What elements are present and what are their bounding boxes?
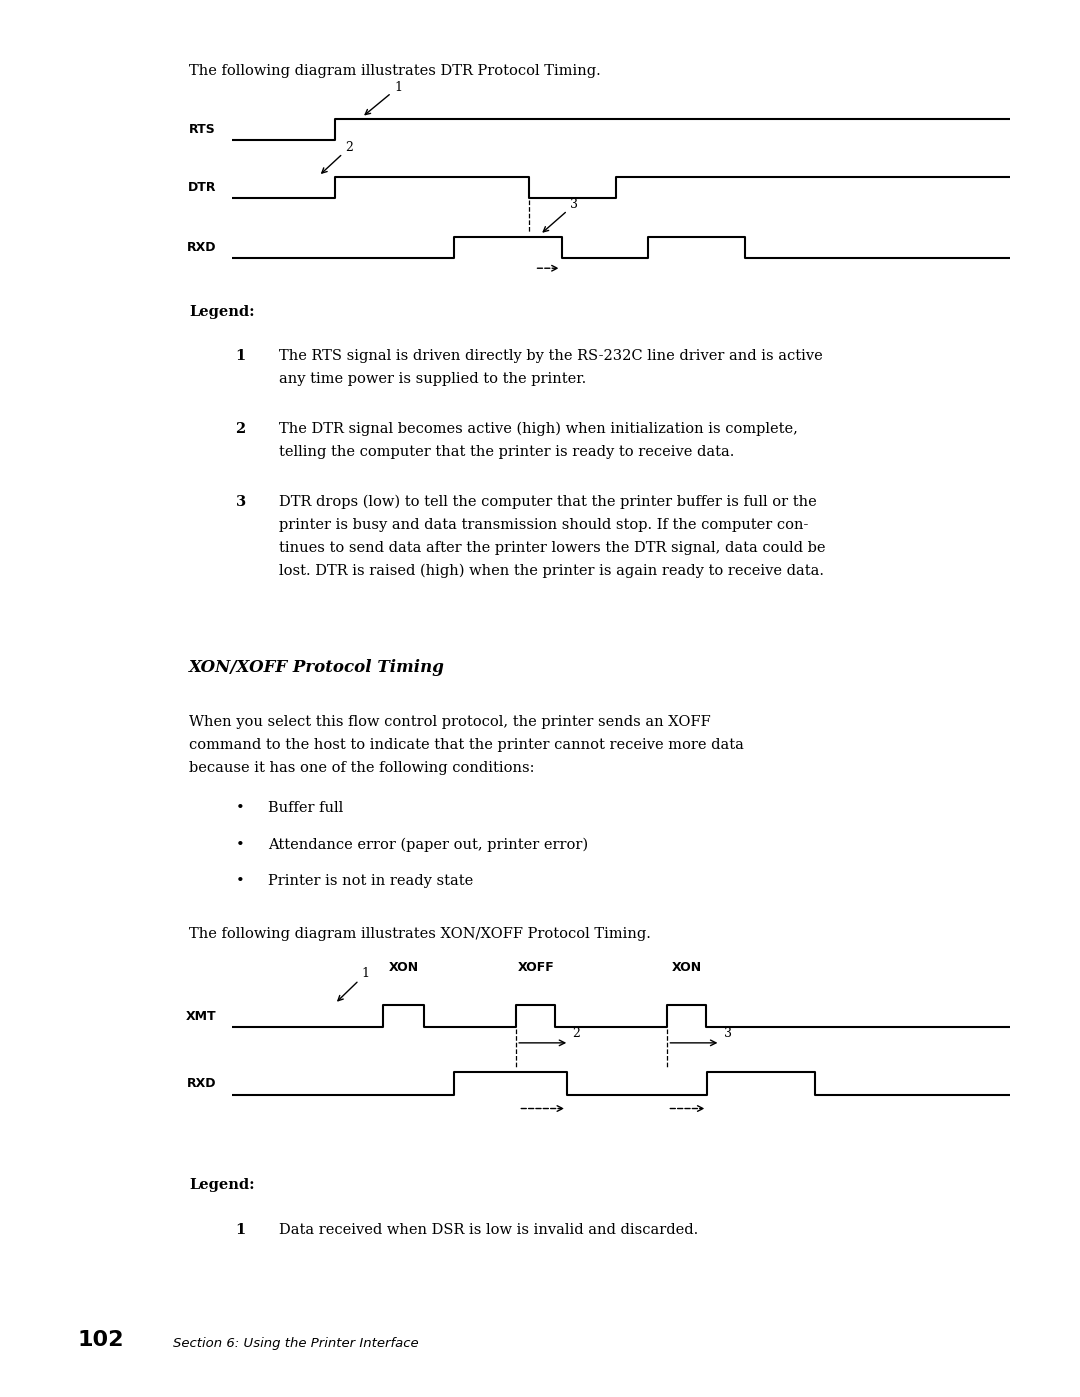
Text: RTS: RTS [189, 123, 216, 136]
Text: When you select this flow control protocol, the printer sends an XOFF: When you select this flow control protoc… [189, 715, 711, 729]
Text: any time power is supplied to the printer.: any time power is supplied to the printe… [279, 373, 585, 387]
Text: DTR: DTR [188, 182, 216, 194]
Text: command to the host to indicate that the printer cannot receive more data: command to the host to indicate that the… [189, 738, 744, 753]
Text: Attendance error (paper out, printer error): Attendance error (paper out, printer err… [268, 837, 588, 852]
Text: Legend:: Legend: [189, 305, 255, 319]
Text: 1: 1 [338, 967, 369, 1000]
Text: lost. DTR is raised (high) when the printer is again ready to receive data.: lost. DTR is raised (high) when the prin… [279, 564, 824, 578]
Text: printer is busy and data transmission should stop. If the computer con-: printer is busy and data transmission sh… [279, 518, 808, 532]
Text: Data received when DSR is low is invalid and discarded.: Data received when DSR is low is invalid… [279, 1224, 698, 1238]
Text: XOFF: XOFF [517, 961, 554, 975]
Text: telling the computer that the printer is ready to receive data.: telling the computer that the printer is… [279, 446, 734, 460]
Text: The following diagram illustrates DTR Protocol Timing.: The following diagram illustrates DTR Pr… [189, 64, 600, 78]
Text: 3: 3 [724, 1027, 731, 1039]
Text: •: • [235, 802, 244, 816]
Text: Printer is not in ready state: Printer is not in ready state [268, 875, 473, 888]
Text: XMT: XMT [186, 1010, 216, 1023]
Text: XON: XON [389, 961, 419, 975]
Text: Legend:: Legend: [189, 1178, 255, 1193]
Text: 1: 1 [365, 81, 402, 115]
Text: 3: 3 [543, 198, 578, 232]
Text: XON/XOFF Protocol Timing: XON/XOFF Protocol Timing [189, 659, 445, 676]
Text: because it has one of the following conditions:: because it has one of the following cond… [189, 761, 535, 775]
Text: RXD: RXD [187, 1077, 216, 1090]
Text: The DTR signal becomes active (high) when initialization is complete,: The DTR signal becomes active (high) whe… [279, 422, 797, 436]
Text: 1: 1 [235, 349, 245, 363]
Text: 2: 2 [572, 1027, 580, 1039]
Text: Section 6: Using the Printer Interface: Section 6: Using the Printer Interface [173, 1337, 418, 1350]
Text: •: • [235, 837, 244, 852]
Text: 2: 2 [322, 141, 353, 173]
Text: DTR drops (low) to tell the computer that the printer buffer is full or the: DTR drops (low) to tell the computer tha… [279, 495, 816, 509]
Text: XON: XON [672, 961, 702, 975]
Text: tinues to send data after the printer lowers the DTR signal, data could be: tinues to send data after the printer lo… [279, 541, 825, 555]
Text: 2: 2 [235, 422, 245, 436]
Text: RXD: RXD [187, 242, 216, 254]
Text: 1: 1 [235, 1224, 245, 1238]
Text: The following diagram illustrates XON/XOFF Protocol Timing.: The following diagram illustrates XON/XO… [189, 928, 651, 942]
Text: The RTS signal is driven directly by the RS-232C line driver and is active: The RTS signal is driven directly by the… [279, 349, 822, 363]
Text: Buffer full: Buffer full [268, 802, 343, 816]
Text: 3: 3 [235, 495, 245, 509]
Text: •: • [235, 875, 244, 888]
Text: 102: 102 [78, 1330, 124, 1350]
